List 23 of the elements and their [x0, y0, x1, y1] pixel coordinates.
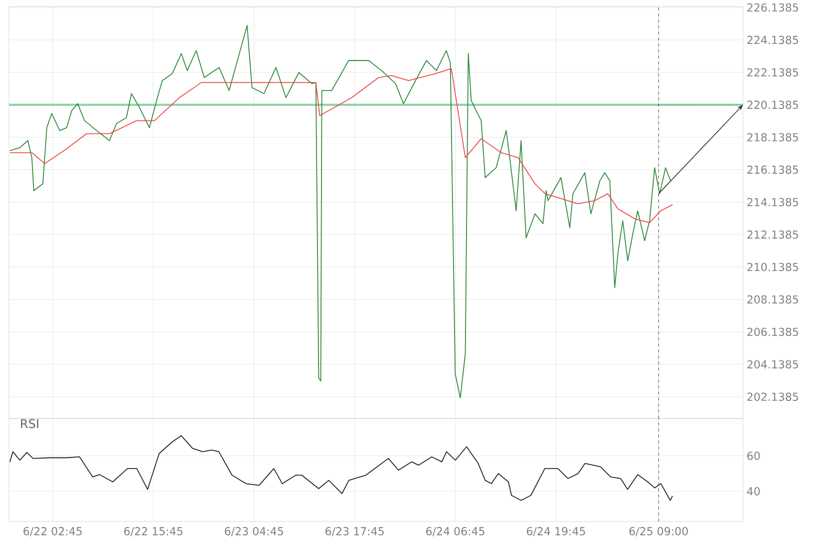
y-tick-label: 204.1385	[747, 360, 798, 368]
y-tick-label: 202.1385	[747, 392, 798, 401]
x-tick-label: 6/22 02:45	[24, 526, 82, 536]
y-tick-label: 214.1385	[747, 198, 798, 206]
chart-title: RSI	[21, 418, 38, 428]
y-tick-label: 222.1385	[747, 68, 798, 76]
x-tick-label: 6/23 17:45	[326, 526, 384, 536]
y-tick-label: 60	[747, 451, 760, 460]
y-tick-label: 226.1385	[747, 3, 798, 12]
y-tick-label: 208.1385	[747, 295, 798, 304]
y-tick-label: 206.1385	[747, 328, 798, 336]
x-tick-label: 6/25 09:00	[629, 526, 688, 536]
y-tick-label: 210.1385	[747, 262, 798, 271]
y-tick-label: 40	[747, 486, 760, 496]
y-tick-label: 220.1385	[747, 100, 798, 109]
y-tick-label: 218.1385	[747, 132, 798, 142]
y-tick-label: 216.1385	[747, 165, 798, 174]
x-tick-label: 6/24 06:45	[426, 526, 484, 536]
y-tick-label: 212.1385	[747, 230, 798, 238]
x-tick-label: 6/23 04:45	[224, 526, 284, 536]
x-tick-label: 6/22 15:45	[124, 526, 182, 536]
y-tick-label: 224.1385	[747, 36, 798, 44]
x-tick-label: 6/24 19:45	[526, 526, 585, 536]
